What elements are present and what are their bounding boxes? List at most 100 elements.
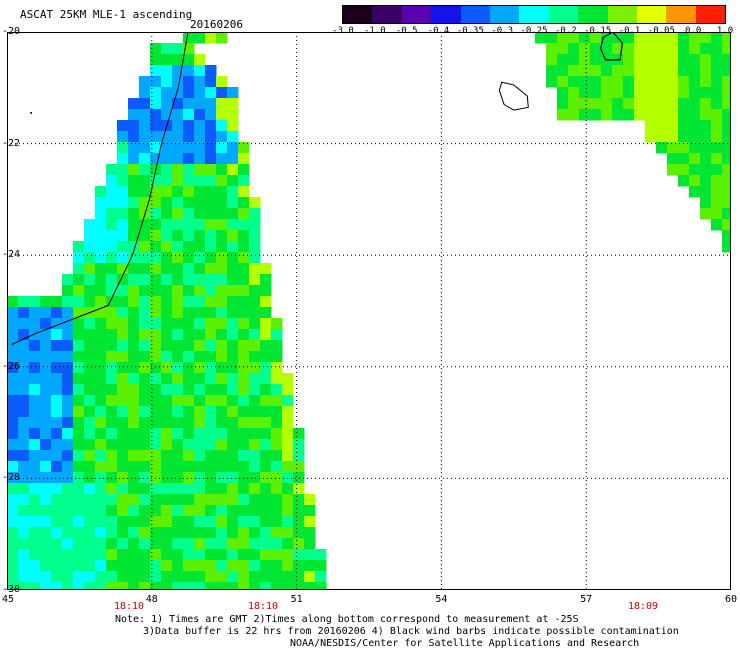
swath-cell <box>106 582 118 590</box>
swath-cell <box>128 384 140 396</box>
swath-cell <box>73 516 85 528</box>
colorbar-swatch <box>343 6 373 23</box>
swath-cell <box>700 175 712 187</box>
swath-cell <box>194 571 206 583</box>
swath-cell <box>249 351 261 363</box>
note-line-2: 3)Data buffer is 22 hrs from 20160206 4)… <box>143 626 679 637</box>
swath-cell <box>128 483 140 495</box>
swath-cell <box>271 472 283 484</box>
swath-cell <box>216 428 228 440</box>
swath-cell <box>557 54 569 66</box>
swath-cell <box>183 318 195 330</box>
swath-cell <box>249 263 261 275</box>
swath-cell <box>194 384 206 396</box>
swath-cell <box>656 43 668 55</box>
swath-cell <box>282 461 294 473</box>
swath-cell <box>106 164 118 176</box>
swath-cell <box>711 32 723 44</box>
swath-cell <box>249 450 261 462</box>
swath-cell <box>161 417 173 429</box>
swath-cell <box>271 571 283 583</box>
swath-cell <box>51 549 63 561</box>
swath-cell <box>7 494 19 506</box>
swath-cell <box>150 527 162 539</box>
swath-cell <box>106 318 118 330</box>
swath-cell <box>304 560 316 572</box>
swath-cell <box>634 109 646 121</box>
reunion-coastline <box>498 81 529 111</box>
swath-cell <box>62 505 74 517</box>
swath-cell <box>161 439 173 451</box>
swath-cell <box>84 505 96 517</box>
swath-cell <box>271 549 283 561</box>
swath-cell <box>172 87 184 99</box>
swath-cell <box>194 164 206 176</box>
swath-cell <box>51 329 63 341</box>
swath-cell <box>117 362 129 374</box>
swath-cell <box>183 98 195 110</box>
swath-cell <box>172 186 184 198</box>
swath-cell <box>117 450 129 462</box>
swath-cell <box>84 406 96 418</box>
swath-cell <box>84 241 96 253</box>
swath-cell <box>73 274 85 286</box>
swath-cell <box>205 32 217 44</box>
swath-cell <box>161 274 173 286</box>
swath-cell <box>293 505 305 517</box>
latitude-label: -20 <box>2 26 21 37</box>
swath-cell <box>29 472 41 484</box>
swath-cell <box>227 197 239 209</box>
swath-cell <box>205 307 217 319</box>
swath-cell <box>172 197 184 209</box>
colorbar-label: -0.3 <box>491 26 513 36</box>
swath-cell <box>568 76 580 88</box>
swath-cell <box>117 395 129 407</box>
swath-cell <box>7 362 19 374</box>
swath-cell <box>249 483 261 495</box>
swath-cell <box>172 395 184 407</box>
swath-cell <box>183 384 195 396</box>
swath-cell <box>315 582 327 590</box>
swath-cell <box>95 274 107 286</box>
swath-cell <box>216 87 228 99</box>
swath-cell <box>205 98 217 110</box>
swath-cell <box>304 571 316 583</box>
swath-cell <box>194 274 206 286</box>
swath-cell <box>40 296 52 308</box>
swath-cell <box>183 461 195 473</box>
note-line-1: Note: 1) Times are GMT 2)Times along bot… <box>115 614 579 625</box>
swath-cell <box>161 208 173 220</box>
swath-cell <box>216 318 228 330</box>
swath-cell <box>667 87 679 99</box>
swath-cell <box>623 109 635 121</box>
swath-cell <box>139 98 151 110</box>
swath-cell <box>106 483 118 495</box>
swath-cell <box>260 461 272 473</box>
swath-cell <box>722 43 731 55</box>
swath-cell <box>84 472 96 484</box>
swath-cell <box>260 318 272 330</box>
colorbar-label: -0.5 <box>395 26 418 36</box>
swath-cell <box>161 461 173 473</box>
swath-cell <box>282 428 294 440</box>
swath-cell <box>128 98 140 110</box>
swath-cell <box>205 142 217 154</box>
swath-cell <box>84 549 96 561</box>
swath-cell <box>645 87 657 99</box>
swath-cell <box>62 329 74 341</box>
swath-cell <box>227 109 239 121</box>
swath-cell <box>62 472 74 484</box>
swath-cell <box>183 483 195 495</box>
swath-cell <box>216 98 228 110</box>
colorbar-swatch <box>578 6 608 23</box>
swath-cell <box>18 417 30 429</box>
swath-cell <box>194 582 206 590</box>
swath-cell <box>73 527 85 539</box>
swath-cell <box>227 307 239 319</box>
swath-cell <box>84 230 96 242</box>
swath-cell <box>689 54 701 66</box>
swath-cell <box>216 120 228 132</box>
swath-cell <box>84 450 96 462</box>
swath-cell <box>260 329 272 341</box>
swath-cell <box>689 153 701 165</box>
